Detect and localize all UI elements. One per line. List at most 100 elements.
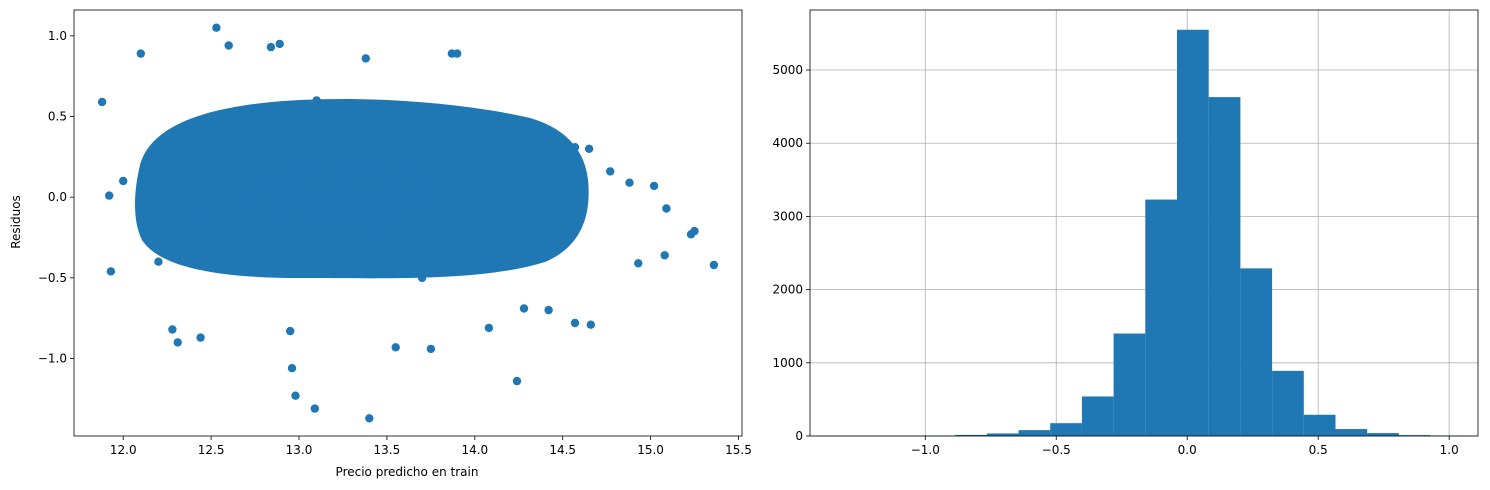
scatter-point <box>233 233 242 242</box>
scatter-point <box>381 156 390 165</box>
scatter-point <box>237 203 246 213</box>
scatter-point <box>255 215 265 224</box>
scatter-point <box>277 186 286 195</box>
scatter-point <box>136 49 145 58</box>
histogram-bar <box>1177 29 1209 436</box>
scatter-point <box>414 187 423 197</box>
scatter-point <box>288 202 297 211</box>
scatter-point <box>395 205 404 214</box>
histogram-bar <box>1335 429 1368 436</box>
scatter-point <box>606 167 615 176</box>
scatter-point <box>544 305 553 315</box>
scatter-point <box>321 139 330 149</box>
scatter-point <box>255 182 264 192</box>
histogram-bar <box>1398 435 1431 436</box>
scatter-point <box>427 226 436 235</box>
scatter-point <box>354 213 363 222</box>
scatter-point <box>470 223 479 233</box>
scatter-point <box>319 179 328 188</box>
scatter-point <box>214 159 223 169</box>
scatter-point <box>269 222 278 231</box>
scatter-point <box>403 219 412 229</box>
scatter-point <box>174 211 183 221</box>
scatter-point <box>400 195 410 204</box>
scatter-point <box>325 225 334 234</box>
scatter-point <box>319 204 328 213</box>
scatter-point <box>425 144 434 154</box>
scatter-point <box>219 184 228 193</box>
histogram-x-tick-label: 0.5 <box>1309 443 1328 457</box>
scatter-point <box>528 228 537 237</box>
scatter-point <box>105 191 114 200</box>
scatter-point <box>192 215 201 224</box>
scatter-point <box>709 260 719 270</box>
scatter-point <box>154 257 163 266</box>
scatter-point <box>234 194 243 203</box>
scatter-point <box>457 150 466 159</box>
scatter-point <box>242 225 251 234</box>
scatter-point <box>224 171 233 180</box>
scatter-y-tick-label: 1.0 <box>48 29 67 43</box>
scatter-y-axis-label: Residuos <box>9 195 23 249</box>
scatter-point <box>357 193 366 202</box>
scatter-point <box>174 184 183 194</box>
scatter-point <box>293 192 302 201</box>
scatter-point <box>315 243 325 252</box>
histogram-y-tick-label: 3000 <box>772 209 803 223</box>
scatter-axes: 12.0 12.5 13.0 13.5 14.0 14.5 15.0 15.5 −1.0 −0.5… <box>38 9 752 457</box>
scatter-point <box>354 165 363 174</box>
scatter-point <box>303 165 313 174</box>
scatter-axes-frame <box>73 9 743 437</box>
scatter-point <box>470 209 479 218</box>
scatter-point <box>380 183 389 193</box>
scatter-point <box>219 205 228 214</box>
scatter-point <box>449 170 458 179</box>
scatter-point <box>379 223 388 233</box>
scatter-point <box>289 236 298 245</box>
scatter-point <box>440 181 449 190</box>
scatter-point <box>221 177 230 186</box>
scatter-point <box>376 147 385 156</box>
scatter-point <box>249 157 259 167</box>
scatter-point <box>299 215 309 224</box>
scatter-x-tick-label: 13.0 <box>286 443 313 457</box>
histogram-bar <box>1272 370 1304 436</box>
scatter-point <box>300 192 309 202</box>
scatter-point <box>386 197 395 207</box>
scatter-point <box>399 167 408 176</box>
scatter-point <box>427 200 436 209</box>
scatter-point <box>234 153 243 162</box>
scatter-point <box>370 165 379 175</box>
scatter-point <box>413 146 422 155</box>
scatter-point <box>358 259 368 269</box>
histogram-y-tick-label: 4000 <box>772 136 803 150</box>
scatter-point <box>477 204 487 214</box>
scatter-x-tick-label: 15.0 <box>637 443 664 457</box>
scatter-point <box>199 218 208 227</box>
scatter-point <box>276 143 285 152</box>
scatter-point <box>319 229 328 239</box>
scatter-point <box>368 172 377 181</box>
scatter-point <box>298 160 307 169</box>
scatter-point <box>428 246 437 255</box>
scatter-point <box>511 155 521 165</box>
scatter-point <box>324 235 333 244</box>
scatter-point <box>189 160 198 170</box>
scatter-point <box>523 160 532 170</box>
scatter-point <box>330 193 339 202</box>
scatter-point <box>342 172 351 181</box>
scatter-point <box>245 146 254 155</box>
scatter-point <box>390 239 399 248</box>
scatter-point <box>287 364 297 373</box>
scatter-point <box>277 238 286 247</box>
scatter-point <box>298 125 307 134</box>
scatter-point <box>458 218 467 228</box>
scatter-x-tick-label: 15.5 <box>725 443 752 457</box>
scatter-point <box>119 176 128 186</box>
scatter-point <box>494 204 504 213</box>
scatter-point <box>281 214 291 223</box>
scatter-point <box>286 326 295 336</box>
scatter-point <box>382 248 391 258</box>
scatter-point <box>276 149 285 159</box>
scatter-x-tick-label: 14.0 <box>461 443 488 457</box>
